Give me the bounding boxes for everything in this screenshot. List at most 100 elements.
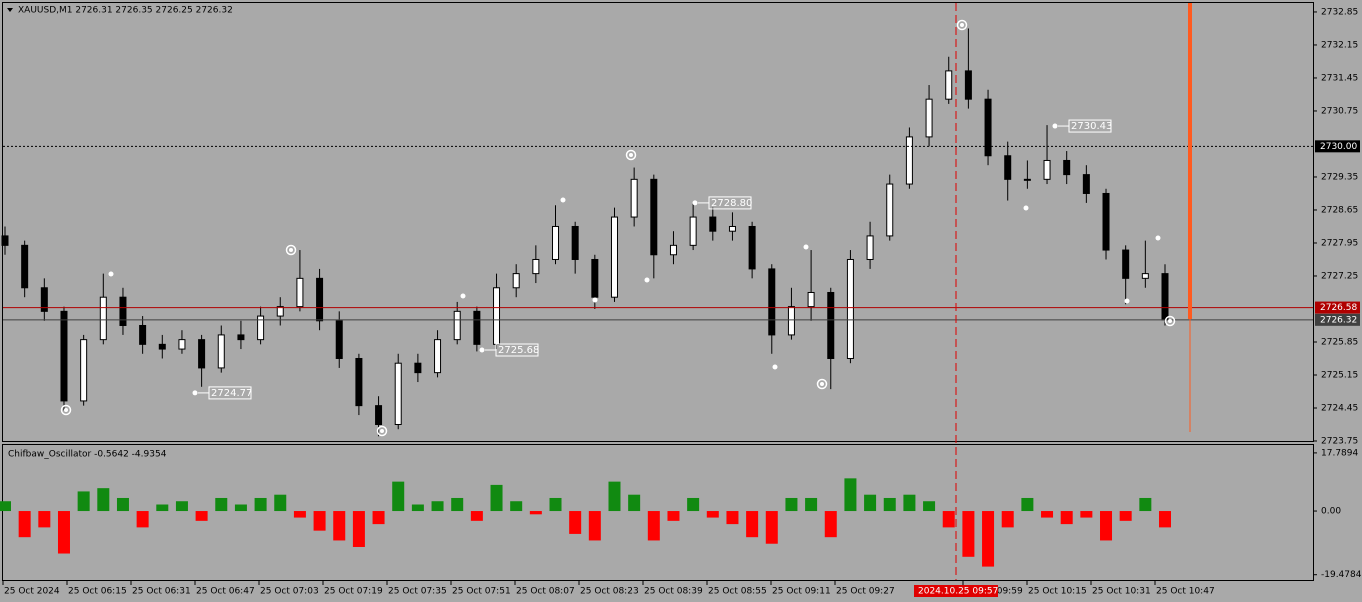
oscillator-bar	[470, 511, 483, 521]
annotation-box	[1068, 119, 1112, 133]
oscillator-bar	[215, 497, 228, 512]
y-tick-label: 2729.35	[1321, 172, 1358, 182]
candle-body	[119, 296, 127, 326]
level-label-box	[1315, 301, 1360, 314]
candle-body	[1161, 273, 1169, 321]
candle-body	[355, 357, 363, 407]
candle-body	[60, 310, 68, 402]
oscillator-bar	[510, 501, 523, 512]
oscillator-bar	[234, 504, 247, 512]
indicator-title: Chifbaw_Oscillator -0.5642 -4.9354	[8, 450, 167, 460]
oscillator-bar	[982, 511, 995, 567]
swing-dot	[380, 429, 384, 433]
oscillator-bar	[274, 494, 287, 512]
annotation-dot	[192, 390, 198, 396]
level-label-box	[1315, 140, 1360, 153]
candle-body	[1063, 159, 1071, 176]
cursor-label: 2024.10.25 09:57	[918, 587, 998, 597]
y-tick-label: 2731.45	[1321, 73, 1358, 83]
candle-body	[1, 235, 9, 246]
swing-marker	[816, 378, 828, 390]
oscillator-bar	[608, 481, 621, 512]
candle-body	[316, 277, 324, 322]
candle-body	[21, 244, 29, 289]
oscillator-bar	[0, 501, 11, 512]
oscillator-bar	[1139, 497, 1152, 512]
swing-marker	[956, 19, 968, 31]
annotation-label: 2724.77	[211, 388, 252, 399]
candle-body	[610, 216, 618, 298]
x-tick-label: 25 Oct 06:15	[68, 587, 127, 597]
oscillator-bar	[942, 511, 955, 528]
candle-body	[473, 310, 481, 345]
oscillator-bar	[785, 497, 798, 512]
x-tick-label: 25 Oct 09:11	[772, 587, 831, 597]
candle-body	[669, 244, 677, 256]
x-tick-label: 25 Oct 10:31	[1092, 587, 1151, 597]
candle-body	[709, 216, 717, 232]
oscillator-bar	[195, 511, 208, 521]
annotation-dot	[1052, 123, 1058, 129]
candle-body	[217, 334, 225, 369]
oscillator-bar	[352, 511, 365, 547]
annotation-box	[495, 343, 539, 357]
x-tick-label: 25 Oct 06:31	[132, 587, 191, 597]
oscillator-bar	[1060, 511, 1073, 525]
menu-arrow	[7, 8, 13, 12]
candle-body	[984, 98, 992, 157]
swing-dot	[1168, 319, 1172, 323]
swing-dot	[592, 297, 598, 303]
swing-marker	[376, 425, 388, 437]
swing-marker	[1164, 315, 1176, 327]
candle-body	[512, 273, 520, 289]
candle-body	[178, 339, 186, 350]
oscillator-bar	[706, 511, 719, 518]
y-tick-label: 2727.25	[1321, 271, 1358, 281]
oscillator-bar	[1119, 511, 1132, 521]
candle-body	[375, 405, 383, 425]
oscillator-bar	[864, 494, 877, 512]
x-tick-label: 25 Oct 07:35	[388, 587, 447, 597]
oscillator-bar	[805, 497, 818, 512]
candle-body	[925, 98, 933, 138]
x-tick-label: 25 Oct 2024	[4, 587, 60, 597]
swing-dot	[772, 364, 778, 370]
candle-body	[139, 324, 147, 345]
swing-dot	[803, 244, 809, 250]
oscillator-bar	[451, 497, 464, 512]
oscillator-bar	[726, 511, 739, 525]
oscillator-bar	[77, 491, 90, 512]
swing-dot	[820, 382, 824, 386]
oscillator-bar	[38, 511, 51, 528]
candle-body	[335, 320, 343, 359]
oscillator-bar	[254, 497, 267, 512]
candle-body	[945, 70, 953, 100]
candle-body	[237, 334, 245, 341]
candle-body	[414, 362, 422, 374]
oscillator-bar	[1080, 511, 1093, 518]
oscillator-bar	[1041, 511, 1054, 518]
oscillator-panel	[2, 444, 1314, 581]
candle-body	[728, 225, 736, 232]
candle-body	[80, 339, 88, 402]
candle-body	[493, 287, 501, 345]
candle-body	[768, 268, 776, 336]
oscillator-bar	[883, 497, 896, 512]
swing-dot	[64, 408, 68, 412]
oscillator-bar	[175, 501, 188, 512]
oscillator-bar	[333, 511, 346, 541]
y-tick-label: 2730.75	[1321, 106, 1358, 116]
oscillator-bar	[1001, 511, 1014, 528]
candle-body	[1122, 249, 1130, 279]
oscillator-bar	[1021, 497, 1034, 512]
candle-body	[276, 306, 284, 317]
x-tick-label: 25 Oct 10:15	[1028, 587, 1087, 597]
swing-dot	[1155, 235, 1161, 241]
price-panel	[2, 2, 1314, 442]
y-tick-label: 2723.75	[1321, 437, 1358, 447]
oscillator-bar	[569, 511, 582, 534]
y-tick-label: -19.4784	[1321, 570, 1362, 580]
x-tick-label: 25 Oct 07:51	[452, 587, 511, 597]
candle-body	[964, 70, 972, 100]
